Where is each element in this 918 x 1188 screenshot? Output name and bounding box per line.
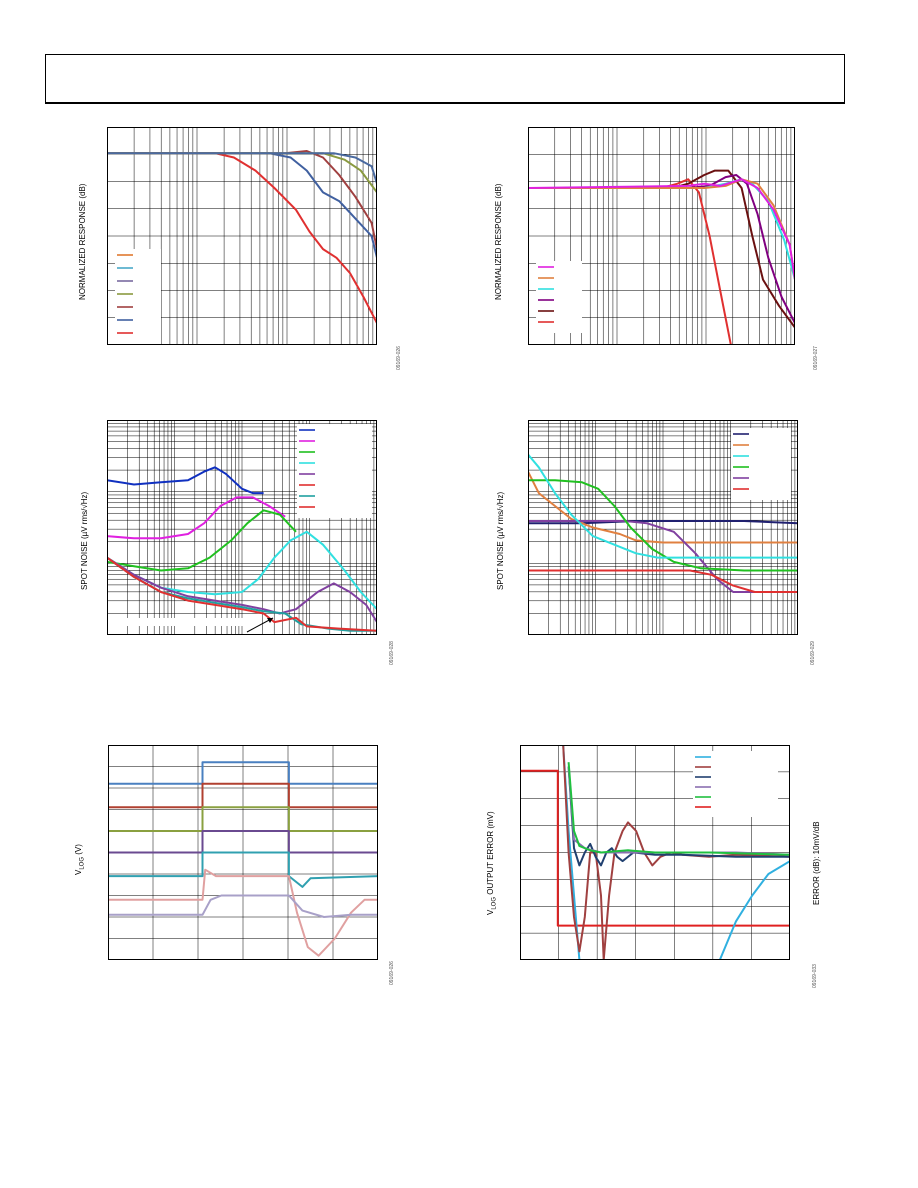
- plot-frame: [520, 745, 790, 960]
- chart-c4: [528, 420, 798, 635]
- series-line: [107, 509, 297, 572]
- series-line: [528, 479, 798, 572]
- chart-c6: [520, 745, 790, 960]
- figure-code: 09169-029: [810, 641, 816, 665]
- right-axis-label: ERROR (dB): 10mV/dB: [812, 821, 821, 905]
- series-line: [107, 496, 286, 540]
- y-axis-label: NORMALIZED RESPONSE (dB): [494, 183, 503, 300]
- series-line: [718, 860, 790, 960]
- legend: [297, 424, 372, 518]
- series-line: [108, 830, 378, 854]
- chart-c2: [528, 127, 795, 345]
- ylabel-subscript: LOG: [79, 856, 86, 870]
- y-axis-label: VLOG OUTPUT ERROR (mV): [486, 811, 498, 915]
- chart-svg: [107, 420, 377, 635]
- legend: [731, 428, 791, 500]
- plot-frame: [107, 127, 377, 345]
- series-line: [107, 150, 377, 345]
- plot-frame: [528, 420, 798, 635]
- chart-svg: [520, 745, 790, 960]
- series-line: [108, 868, 378, 957]
- y-axis-label: SPOT NOISE (µV rms/√Hz): [80, 491, 89, 590]
- series-line: [528, 453, 798, 559]
- legend: [693, 751, 778, 817]
- page-header-box: [45, 54, 845, 104]
- series-line: [567, 762, 790, 856]
- series-line: [108, 851, 378, 888]
- series-line: [528, 520, 798, 525]
- series-line: [108, 761, 378, 785]
- chart-c1: [107, 127, 377, 345]
- annotation-arrowhead: [267, 618, 273, 623]
- chart-svg: [107, 127, 377, 345]
- figure-code: 09169-033: [812, 964, 818, 988]
- series-line: [107, 152, 377, 341]
- ylabel-main: V: [486, 909, 495, 915]
- chart-c5: [108, 745, 378, 960]
- legend: [115, 249, 161, 345]
- series-line: [528, 169, 795, 345]
- legend: [536, 261, 582, 333]
- series-line: [107, 152, 377, 345]
- chart-svg: [108, 745, 378, 960]
- ylabel-subscript: LOG: [491, 896, 498, 910]
- figure-code: 09169-028: [389, 641, 395, 665]
- series-line: [528, 178, 795, 345]
- chart-svg: [528, 127, 795, 345]
- figure-code: 09169-027: [813, 346, 819, 370]
- series-line: [107, 466, 264, 495]
- plot-frame: [108, 745, 378, 960]
- plot-frame: [107, 420, 377, 635]
- series-line: [528, 569, 798, 593]
- series-line: [528, 520, 798, 593]
- series-line: [567, 766, 790, 867]
- figure-code: 09169-026: [396, 346, 402, 370]
- y-axis-label: VLOG (V): [74, 844, 86, 875]
- series-line: [520, 769, 790, 927]
- series-line: [528, 174, 795, 345]
- ylabel-unit: OUTPUT ERROR (mV): [486, 811, 495, 897]
- plot-frame: [528, 127, 795, 345]
- grid: [107, 127, 377, 345]
- y-axis-label: NORMALIZED RESPONSE (dB): [78, 183, 87, 300]
- figure-code: 09169-026: [389, 961, 395, 985]
- chart-c3: [107, 420, 377, 635]
- series-line: [562, 745, 790, 960]
- series-line: [107, 556, 377, 632]
- chart-svg: [528, 420, 798, 635]
- series-line: [107, 152, 377, 280]
- series-line: [528, 471, 798, 544]
- ylabel-unit: (V): [74, 844, 83, 857]
- y-axis-label: SPOT NOISE (µV rms/√Hz): [496, 491, 505, 590]
- series-line: [108, 894, 378, 918]
- series-line: [108, 806, 378, 832]
- ylabel-main: V: [74, 869, 83, 875]
- series-line: [528, 178, 795, 345]
- series-line: [108, 782, 378, 809]
